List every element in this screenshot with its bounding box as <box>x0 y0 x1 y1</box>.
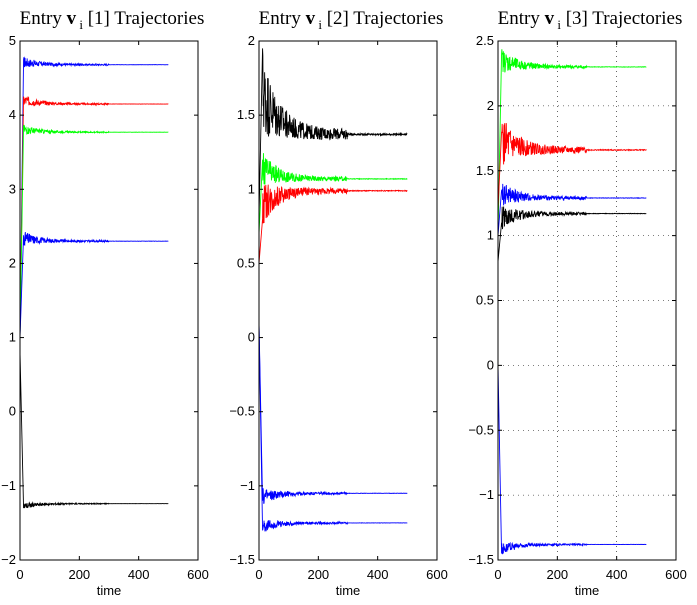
x-tick-label: 400 <box>367 567 389 582</box>
series-blue-a-line <box>258 322 408 504</box>
title-suffix: [1] Trajectories <box>83 8 204 29</box>
x-axis-label: time <box>97 583 122 598</box>
y-tick-label: 0.5 <box>237 255 255 270</box>
series-blue-high-line <box>19 56 169 338</box>
y-tick-label: 1 <box>248 181 255 196</box>
series-blue-low-line <box>19 232 169 338</box>
y-tick-label: 0.5 <box>476 293 494 308</box>
chart-panel-1: Entry v i [1] Trajectories 0 200 400 600 −2 −1… <box>1 8 209 598</box>
y-tick-label: 0 <box>248 330 255 345</box>
title-subscript: i <box>554 17 561 32</box>
title-vector-symbol: v <box>545 8 555 29</box>
x-tick-label: 600 <box>426 567 448 582</box>
y-tick-label: 1.5 <box>237 107 255 122</box>
x-tick-label: 400 <box>128 567 150 582</box>
y-tick-label: 4 <box>9 107 16 122</box>
plot-area-frame <box>497 40 677 561</box>
y-tick-label: 2 <box>487 98 494 113</box>
title-subscript: i <box>315 17 322 32</box>
y-tick-label: 3 <box>9 181 16 196</box>
title-prefix: Entry <box>20 8 67 29</box>
series-green-line <box>19 124 169 338</box>
chart-title: Entry v i [1] Trajectories <box>20 8 205 32</box>
y-tick-label: −0.5 <box>468 422 494 437</box>
plot-area-frame <box>258 40 438 561</box>
x-axis-label: time <box>336 583 361 598</box>
series-red-line <box>497 123 647 210</box>
series-green-line <box>497 49 647 236</box>
y-tick-label: −2 <box>1 552 16 567</box>
title-prefix: Entry <box>498 8 545 29</box>
title-suffix: [2] Trajectories <box>322 8 443 29</box>
y-tick-label: 0 <box>487 357 494 372</box>
y-tick-label: −1 <box>1 478 16 493</box>
title-suffix: [3] Trajectories <box>561 8 682 29</box>
x-tick-label: 0 <box>255 567 262 582</box>
series-black-line <box>497 206 647 262</box>
y-tick-label: 1 <box>487 228 494 243</box>
y-tick-label: −1 <box>479 487 494 502</box>
x-axis-label: time <box>575 583 600 598</box>
series-blue-b-line <box>258 322 408 532</box>
series-black-line <box>19 352 169 509</box>
x-tick-label: 600 <box>187 567 209 582</box>
y-tick-label: 5 <box>9 33 16 48</box>
x-tick-label: 600 <box>665 567 687 582</box>
y-tick-label: −1 <box>240 478 255 493</box>
y-tick-label: −0.5 <box>229 404 255 419</box>
y-tick-label: 2 <box>248 33 255 48</box>
series-blue-b-line <box>497 365 647 555</box>
chart-panel-3: Entry v i [3] Trajectories 0 200 400 600 −1.5… <box>468 8 687 598</box>
y-tick-label: −1.5 <box>229 552 255 567</box>
y-tick-label: −1.5 <box>468 552 494 567</box>
y-tick-label: 1.5 <box>476 163 494 178</box>
chart-panel-2: Entry v i [2] Trajectories 0 200 400 600 −1.5… <box>229 8 448 598</box>
y-tick-label: 0 <box>9 404 16 419</box>
title-subscript: i <box>76 17 83 32</box>
series-green-line <box>258 153 408 234</box>
y-tick-label: 1 <box>9 330 16 345</box>
x-tick-label: 0 <box>16 567 23 582</box>
title-vector-symbol: v <box>306 8 316 29</box>
series-black-line <box>258 48 408 219</box>
series-blue-a-line <box>497 183 647 236</box>
title-vector-symbol: v <box>67 8 77 29</box>
plot-area-frame <box>19 40 199 561</box>
x-tick-label: 200 <box>307 567 329 582</box>
series-red-line <box>258 184 408 264</box>
x-tick-label: 0 <box>494 567 501 582</box>
x-tick-label: 400 <box>606 567 628 582</box>
y-tick-label: 2 <box>9 255 16 270</box>
chart-title: Entry v i [2] Trajectories <box>259 8 444 32</box>
x-tick-label: 200 <box>68 567 90 582</box>
chart-title: Entry v i [3] Trajectories <box>498 8 683 32</box>
y-tick-label: 2.5 <box>476 33 494 48</box>
x-tick-label: 200 <box>546 567 568 582</box>
series-red-line <box>19 96 169 338</box>
title-prefix: Entry <box>259 8 306 29</box>
